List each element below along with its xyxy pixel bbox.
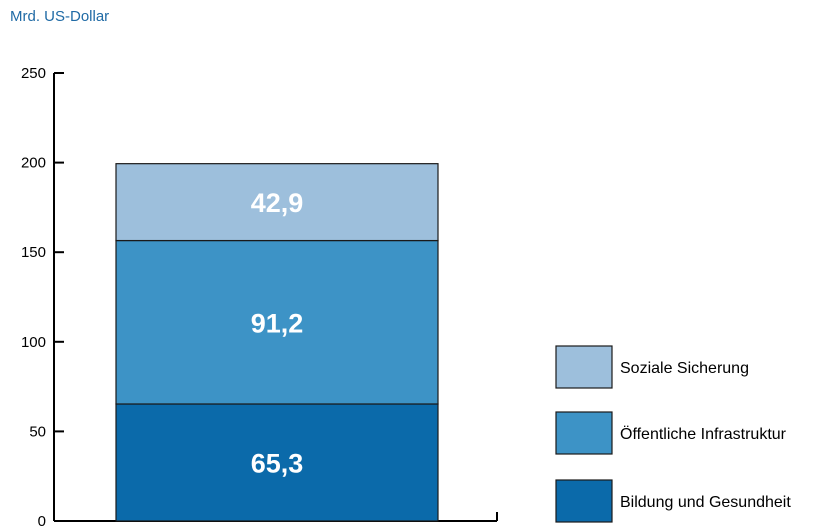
- bar-segment: [115, 163, 439, 242]
- y-tick-label: 100: [21, 334, 46, 351]
- legend-swatch: [555, 479, 613, 523]
- bar-stack: 65,3 91,2 42,9: [115, 163, 439, 522]
- legend-label: Soziale Sicherung: [620, 360, 749, 377]
- legend-swatch: [555, 345, 613, 389]
- legend: Soziale Sicherung Öffentliche Infrastrukt…: [555, 345, 791, 523]
- bar-segment: [115, 239, 439, 405]
- bar-segment: [115, 403, 439, 522]
- data-label: 91,2: [251, 308, 304, 338]
- legend-label: Bildung und Gesundheit: [620, 494, 791, 511]
- y-axis-unit-label: Mrd. US-Dollar: [10, 8, 110, 25]
- y-tick-label: 250: [21, 65, 46, 82]
- y-tick-label: 50: [29, 423, 46, 440]
- data-label: 65,3: [251, 448, 304, 478]
- y-tick-label: 150: [21, 244, 46, 261]
- y-tick-label: 200: [21, 155, 46, 172]
- y-tick-label: 0: [38, 513, 46, 528]
- data-label: 42,9: [251, 188, 304, 218]
- legend-label: Öffentliche Infrastruktur: [620, 425, 787, 443]
- legend-swatch: [555, 411, 613, 455]
